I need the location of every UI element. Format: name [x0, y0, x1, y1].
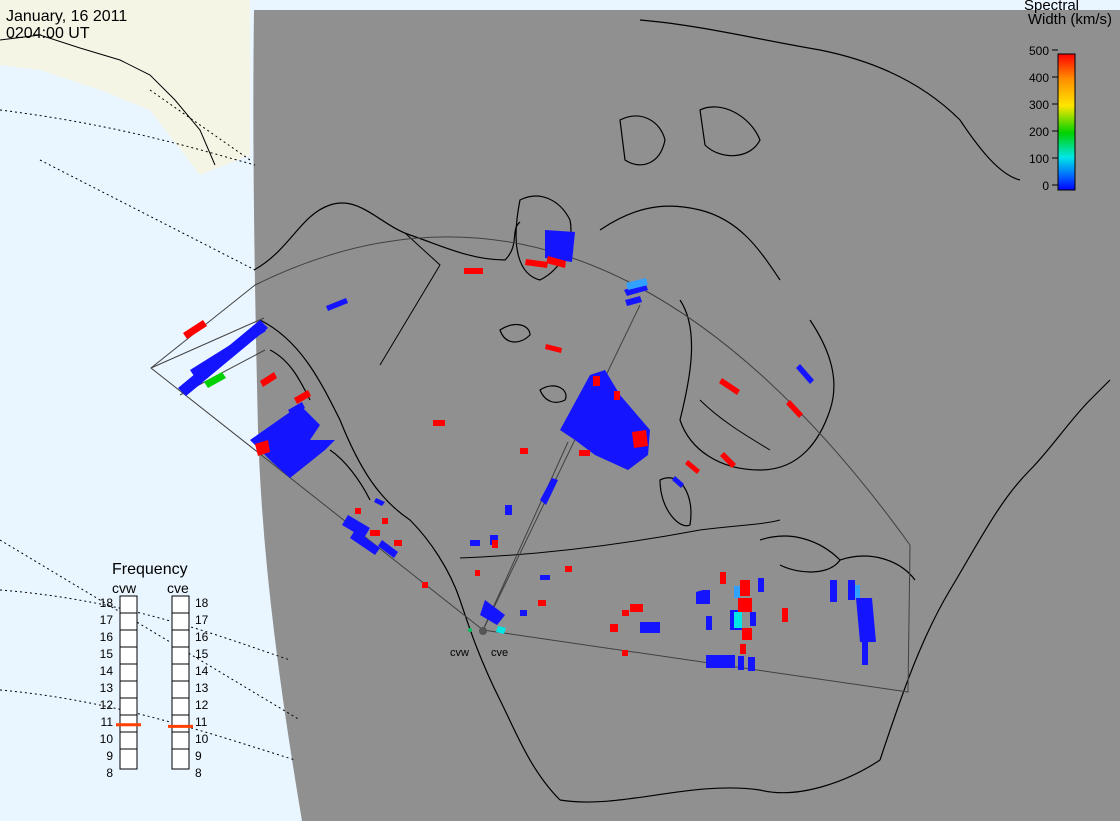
echoes-mid-width [204, 278, 860, 634]
radar-site-label-cvw: cvw [450, 647, 469, 659]
frequency-tick: 17 [100, 613, 114, 627]
colorbar-subtitle: Width (km/s) [1027, 11, 1112, 28]
dayside-land [0, 0, 250, 175]
colorbar-tick: 100 [1029, 152, 1049, 166]
echoes-low-width [178, 230, 876, 671]
colorbar-tick: 200 [1029, 125, 1049, 139]
cvw-frequency-gauge [119, 595, 138, 770]
frequency-tick: 17 [195, 613, 209, 627]
frequency-tick: 11 [195, 715, 208, 729]
coastline-top-left [0, 34, 216, 166]
date-label: January, 16 2011 [6, 8, 128, 25]
frequency-tick: 12 [100, 698, 114, 712]
cvw-gauge-label: cvw [112, 580, 137, 596]
frequency-tick: 18 [195, 596, 209, 610]
lat-lon-grid [0, 89, 301, 761]
frequency-tick: 15 [100, 647, 114, 661]
radar-site-label-cve: cve [491, 647, 509, 659]
frequency-tick: 9 [106, 749, 113, 763]
land-mask [253, 10, 1120, 821]
frequency-tick: 16 [195, 630, 209, 644]
frequency-tick: 12 [195, 698, 209, 712]
frequency-tick: 14 [195, 664, 209, 678]
colorbar-tick: 300 [1029, 98, 1049, 112]
frequency-tick: 10 [195, 732, 209, 746]
frequency-tick: 11 [101, 715, 114, 729]
colorbar: 500 400 300 200 100 0 [1029, 44, 1076, 193]
radar-site-markers [468, 627, 487, 635]
frequency-right-ticks: 18 17 16 15 14 13 12 11 10 9 8 [195, 596, 209, 780]
frequency-panel: 18 17 16 15 14 13 12 11 10 9 8 18 17 16 … [100, 595, 209, 780]
frequency-tick: 15 [195, 647, 209, 661]
frequency-tick: 9 [195, 749, 202, 763]
frequency-tick: 14 [100, 664, 114, 678]
coastlines [253, 19, 1111, 803]
colorbar-tick: 400 [1029, 71, 1049, 85]
time-label: 0204:00 UT [6, 25, 90, 42]
frequency-tick: 16 [100, 630, 114, 644]
colorbar-title: Spectral [1023, 0, 1079, 14]
echoes-high-width [183, 256, 803, 656]
frequency-tick: 13 [195, 681, 209, 695]
frequency-tick: 8 [195, 766, 202, 780]
frequency-title: Frequency [112, 561, 188, 578]
cve-frequency-gauge [171, 595, 190, 770]
frequency-tick: 18 [100, 596, 114, 610]
colorbar-tick: 500 [1029, 44, 1049, 58]
frequency-tick: 10 [100, 732, 114, 746]
frequency-left-ticks: 18 17 16 15 14 13 12 11 10 9 8 [100, 596, 114, 780]
cve-gauge-label: cve [167, 580, 189, 596]
frequency-tick: 8 [106, 766, 113, 780]
frequency-tick: 13 [100, 681, 114, 695]
colorbar-tick: 0 [1042, 179, 1049, 193]
